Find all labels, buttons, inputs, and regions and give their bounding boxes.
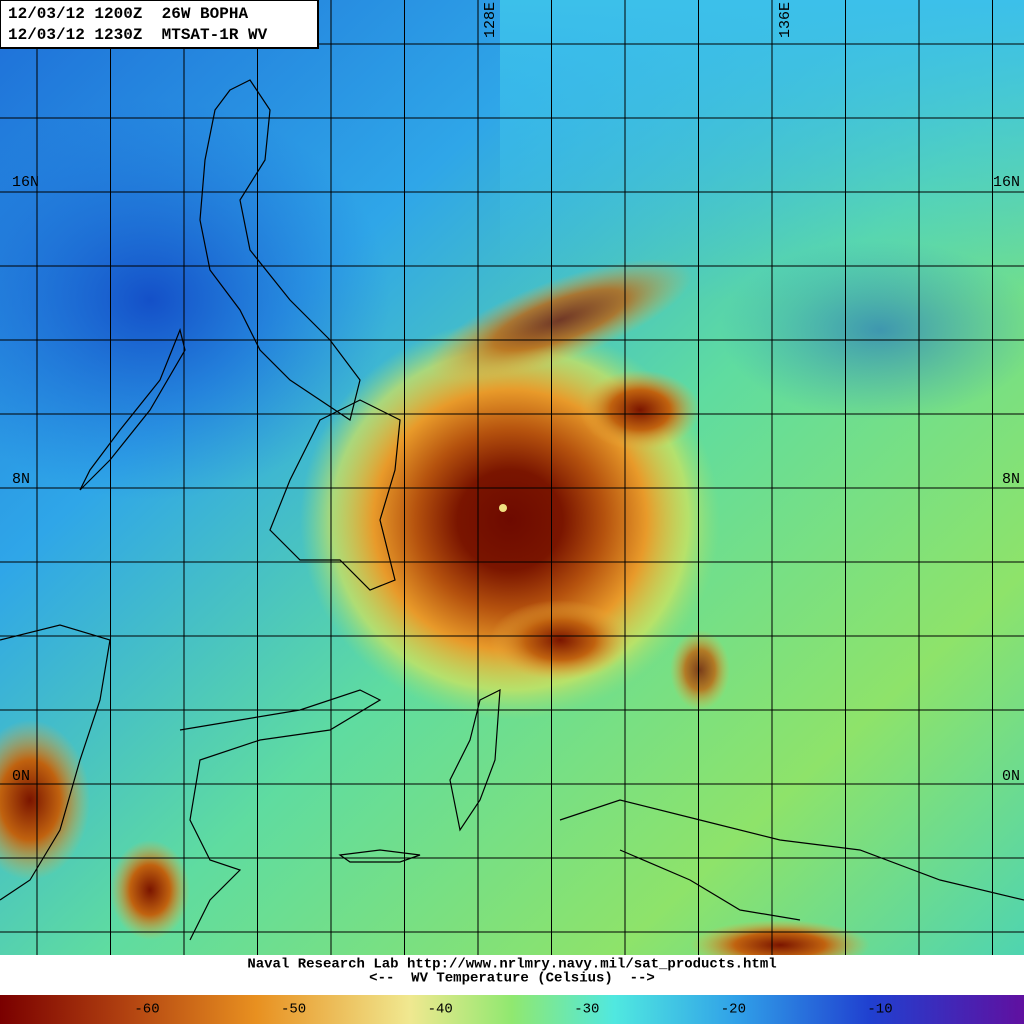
lat-label: 0N	[12, 768, 30, 785]
lat-label: 8N	[1002, 471, 1020, 488]
lat-label: 0N	[1002, 768, 1020, 785]
convective-cell	[670, 630, 730, 710]
header-line: 12/03/12 1200Z 26W BOPHA	[8, 5, 248, 23]
storm-eye	[499, 504, 507, 512]
colorbar	[0, 995, 1024, 1024]
grid-labels: 128E 136E 16N 8N 0N 16N 8N 0N	[12, 2, 1020, 785]
lat-label: 16N	[12, 174, 39, 191]
colorbar-tick-label: -10	[867, 1002, 892, 1018]
colorbar-tick-label: -20	[721, 1002, 746, 1018]
convective-cell	[490, 600, 630, 680]
colorbar-ticks: -60 -50 -40 -30 -20 -10	[134, 1002, 892, 1018]
lat-label: 8N	[12, 471, 30, 488]
header-box	[0, 0, 319, 49]
colorbar-tick-label: -30	[574, 1002, 599, 1018]
legend-title: <-- WV Temperature (Celsius) -->	[369, 971, 655, 987]
storm-band	[427, 259, 693, 381]
convective-cell	[580, 370, 700, 450]
lon-label: 128E	[482, 2, 499, 38]
convective-cell	[0, 720, 90, 880]
coastlines	[0, 79, 1024, 941]
credit: Naval Research Lab http://www.nrlmry.nav…	[247, 957, 776, 973]
lon-label: 136E	[777, 2, 794, 38]
imagery-region	[0, 100, 390, 500]
colorbar-tick-label: -40	[428, 1002, 453, 1018]
footer-strip	[0, 955, 1024, 995]
lat-lon-grid	[0, 0, 1024, 955]
colorbar-tick-label: -60	[134, 1002, 159, 1018]
header-line: 12/03/12 1230Z MTSAT-1R WV	[8, 26, 268, 44]
convective-cell	[110, 840, 190, 940]
colorbar-tick-label: -50	[281, 1002, 306, 1018]
lat-label: 16N	[993, 174, 1020, 191]
imagery-region	[720, 240, 1024, 420]
